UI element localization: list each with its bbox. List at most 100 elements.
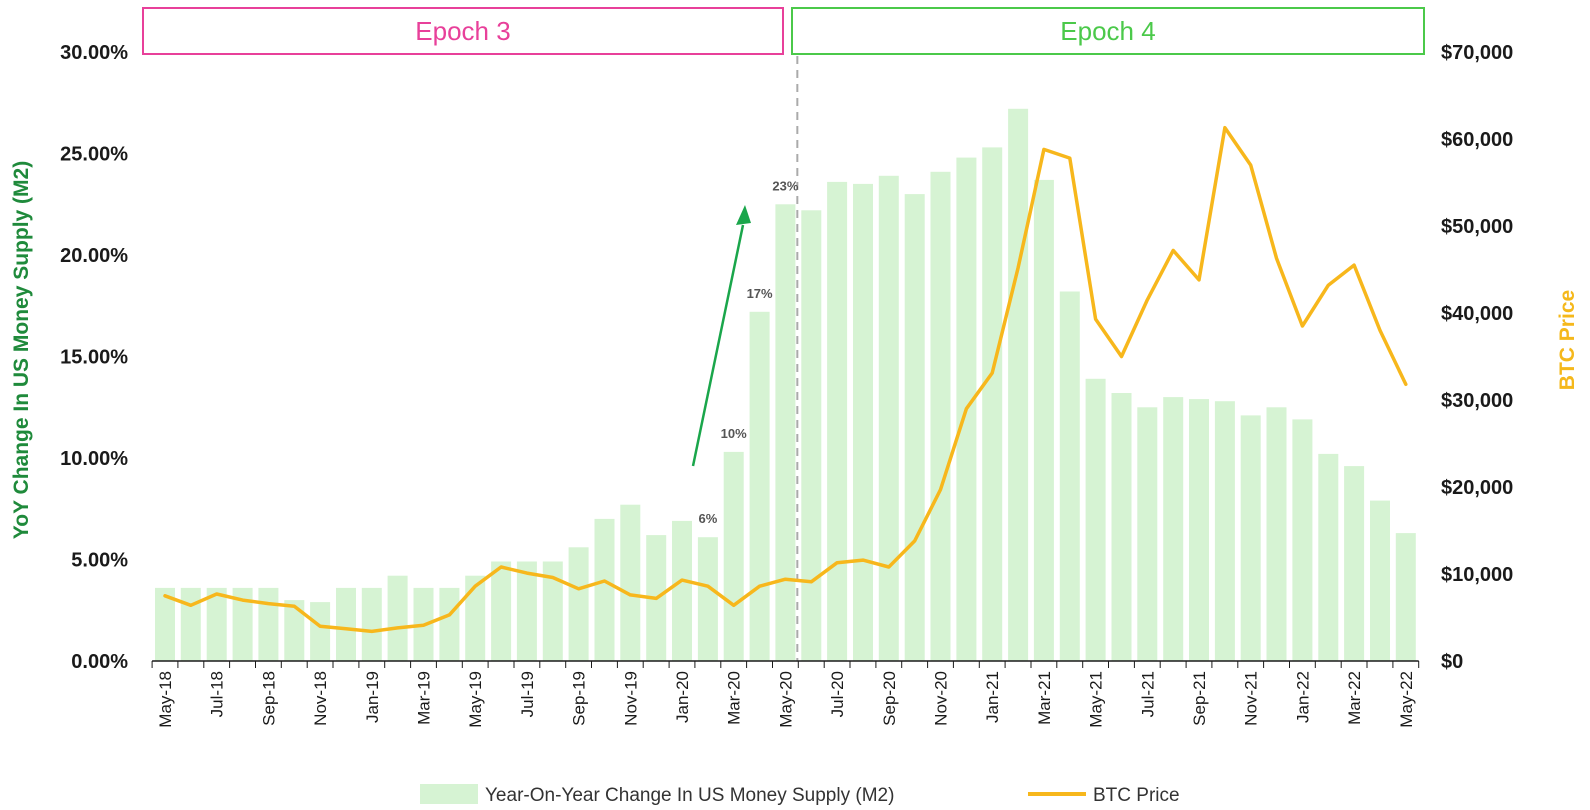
bar-Aug-21 [1163,397,1184,661]
bar-Sep-19 [568,547,589,661]
bar-Jun-20 [801,210,822,662]
data-label-Apr-20: 17% [747,286,773,301]
x-tick-label: Jan-21 [983,671,1002,723]
bar-Feb-19 [387,575,408,661]
right-tick-label: $60,000 [1441,129,1513,151]
growth-arrow [691,205,751,467]
x-axis: May-18 Jul-18 Sep-18 Nov-18 Jan-19 Mar-19 May-… [151,660,1420,728]
bar-series [155,108,1416,662]
bar-data-labels: 6% 10% 17% 23% [699,178,799,526]
x-tick-label: Jan-22 [1293,671,1312,723]
legend-line-label: BTC Price [1093,785,1180,806]
x-tick-label: Jan-19 [363,671,382,723]
bar-Oct-18 [284,600,305,661]
bar-Nov-20 [930,171,951,662]
bar-Jun-18 [180,587,201,661]
bar-May-18 [155,587,175,661]
epoch-3-label: Epoch 3 [415,16,510,46]
bar-May-21 [1085,378,1106,661]
x-tick-label: Jul-19 [518,671,537,717]
bar-Oct-19 [594,518,615,661]
legend: Year-On-Year Change In US Money Supply (… [420,784,1180,806]
btc-line-series [163,125,1408,634]
bar-Mar-22 [1344,466,1365,661]
bar-Feb-21 [1008,108,1029,662]
x-tick-label: Nov-20 [932,671,951,726]
bar-Dec-21 [1266,407,1287,662]
bar-Sep-20 [878,175,899,662]
x-tick-label: Nov-19 [621,671,640,726]
bar-Jul-20 [827,181,848,661]
bar-Apr-21 [1059,291,1080,661]
right-tick-label: $50,000 [1441,216,1513,238]
bar-Jun-21 [1111,393,1132,661]
bar-Nov-18 [310,602,331,661]
bar-Apr-22 [1370,500,1390,661]
left-tick-label: 20.00% [60,245,128,267]
x-tick-label: Jul-18 [208,671,227,717]
bar-Jan-20 [672,520,692,661]
epoch-3-box [142,7,784,55]
x-tick-label: Nov-18 [311,671,330,726]
bar-Oct-21 [1214,401,1235,661]
legend-bar-swatch [420,784,478,804]
x-tick-label: Mar-21 [1035,671,1054,725]
right-tick-label: $20,000 [1441,477,1513,499]
bar-May-20 [775,204,796,662]
bar-Aug-18 [232,587,253,661]
bar-Mar-20 [723,451,744,661]
x-tick-label: May-18 [156,671,175,728]
data-label-May-20: 23% [772,178,798,193]
bar-Jul-21 [1137,407,1158,662]
right-tick-label: $10,000 [1441,564,1513,586]
left-tick-label: 10.00% [60,448,128,470]
x-tick-label: Mar-20 [725,671,744,725]
bar-Apr-19 [439,587,460,661]
x-tick-label: May-21 [1087,671,1106,728]
bar-Mar-21 [1033,179,1054,661]
right-axis-title: BTC Price [1556,290,1579,390]
epoch-4-label: Epoch 4 [1060,16,1155,46]
bar-Jun-19 [491,561,512,661]
left-axis-title: YoY Change In US Money Supply (M2) [10,161,33,539]
x-tick-label: May-19 [466,671,485,728]
bar-Jul-18 [206,587,227,661]
bar-Nov-19 [620,504,641,661]
x-tick-label: Nov-21 [1242,671,1261,726]
bar-Aug-19 [542,561,563,661]
x-tick-label: Jan-20 [673,671,692,723]
left-tick-label: 15.00% [60,347,128,369]
x-tick-label: Sep-20 [880,671,899,726]
growth-arrow-shaft [691,224,745,467]
x-tick-label: Mar-22 [1345,671,1364,725]
left-tick-label: 0.00% [71,651,128,673]
left-axis-ticks: 0.00% 5.00% 10.00% 15.00% 20.00% 25.00% 30.00% [60,42,128,673]
bar-May-19 [465,575,486,661]
bar-Jul-19 [516,561,537,661]
right-tick-label: $0 [1441,651,1463,673]
bar-Feb-20 [697,537,718,661]
left-tick-label: 5.00% [71,550,128,572]
x-tick-label: Sep-21 [1190,671,1209,726]
bar-Oct-20 [904,194,925,661]
bar-Feb-22 [1318,453,1339,661]
bar-Jan-21 [982,147,1003,661]
bar-Jan-19 [361,587,382,661]
bar-May-22 [1395,533,1416,661]
right-axis-ticks: $0 $10,000 $20,000 $30,000 $40,000 $50,000 $60… [1441,42,1513,673]
bar-Apr-20 [749,311,770,661]
right-tick-label: $40,000 [1441,303,1513,325]
growth-arrow-head [736,205,751,225]
x-tick-label: Jul-21 [1138,671,1157,717]
x-tick-label: Sep-18 [259,671,278,726]
bar-Nov-21 [1240,415,1261,661]
data-label-Feb-20: 6% [699,511,718,526]
bar-Sep-18 [258,587,279,661]
left-tick-label: 25.00% [60,144,128,166]
right-tick-label: $30,000 [1441,390,1513,412]
left-tick-label: 30.00% [60,42,128,64]
data-label-Mar-20: 10% [721,426,747,441]
bar-Aug-20 [853,183,873,661]
bar-Sep-21 [1189,399,1209,661]
